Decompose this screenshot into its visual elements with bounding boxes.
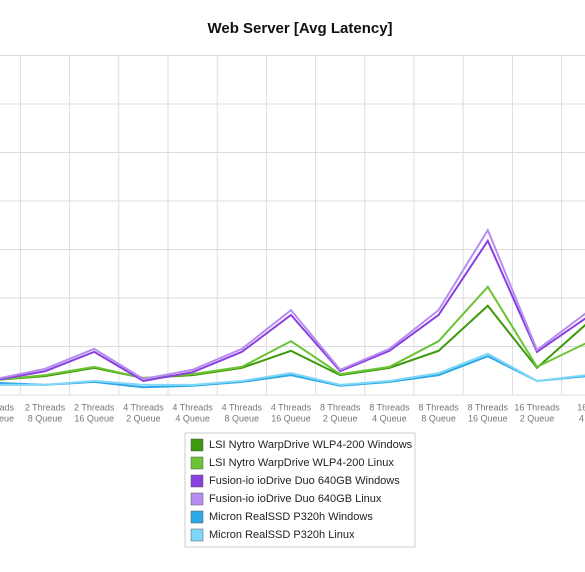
legend-label: Fusion-io ioDrive Duo 640GB Linux [209,493,382,505]
legend-swatch [190,456,204,470]
x-tick-label: 4 Q [579,413,585,423]
legend-label: Micron RealSSD P320h Windows [209,511,373,523]
x-tick-label: 8 Threads [320,402,361,412]
x-tick-label: 16 Queue [468,413,508,423]
series-line [0,227,585,381]
legend-label: LSI Nytro WarpDrive WLP4-200 Linux [209,457,394,469]
legend-swatch [190,474,204,488]
legend-swatch [190,528,204,542]
x-tick-label: 8 Threads [369,402,410,412]
legend-label: Micron RealSSD P320h Linux [209,529,355,541]
x-tick-label: 4 Threads [271,402,312,412]
x-tick-label: 4 Threads [123,402,164,412]
series-line [0,285,585,381]
series-line [0,238,585,382]
x-tick-label: 16 Queue [271,413,311,423]
legend-label: LSI Nytro WarpDrive WLP4-200 Windows [209,439,413,451]
x-tick-label: 2 Threads [74,402,115,412]
x-tick-label: 8 Threads [468,402,509,412]
x-tick-label: 16 Queue [74,413,114,423]
x-tick-label: 16 T [577,402,585,412]
x-tick-label: reads [0,402,14,412]
legend-box [184,432,416,548]
chart-title: Web Server [Avg Latency] [207,20,392,37]
x-tick-label: 2 Queue [520,413,555,423]
x-tick-label: 8 Queue [225,413,260,423]
x-tick-label: 8 Queue [421,413,456,423]
x-tick-label: ueue [0,413,14,423]
x-tick-label: 16 Threads [514,402,560,412]
x-tick-label: 4 Threads [172,402,213,412]
series-line [0,355,585,389]
legend-swatch [190,438,204,452]
x-tick-label: 4 Queue [175,413,210,423]
x-tick-label: 2 Queue [126,413,161,423]
legend-swatch [190,492,204,506]
x-tick-label: 8 Threads [418,402,459,412]
legend-label: Fusion-io ioDrive Duo 640GB Windows [209,475,400,487]
x-tick-label: 4 Threads [222,402,263,412]
x-tick-label: 8 Queue [28,413,63,423]
x-tick-label: 2 Threads [25,402,66,412]
x-tick-label: 2 Queue [323,413,358,423]
legend-swatch [190,510,204,524]
series-line [0,352,585,386]
x-tick-label: 4 Queue [372,413,407,423]
